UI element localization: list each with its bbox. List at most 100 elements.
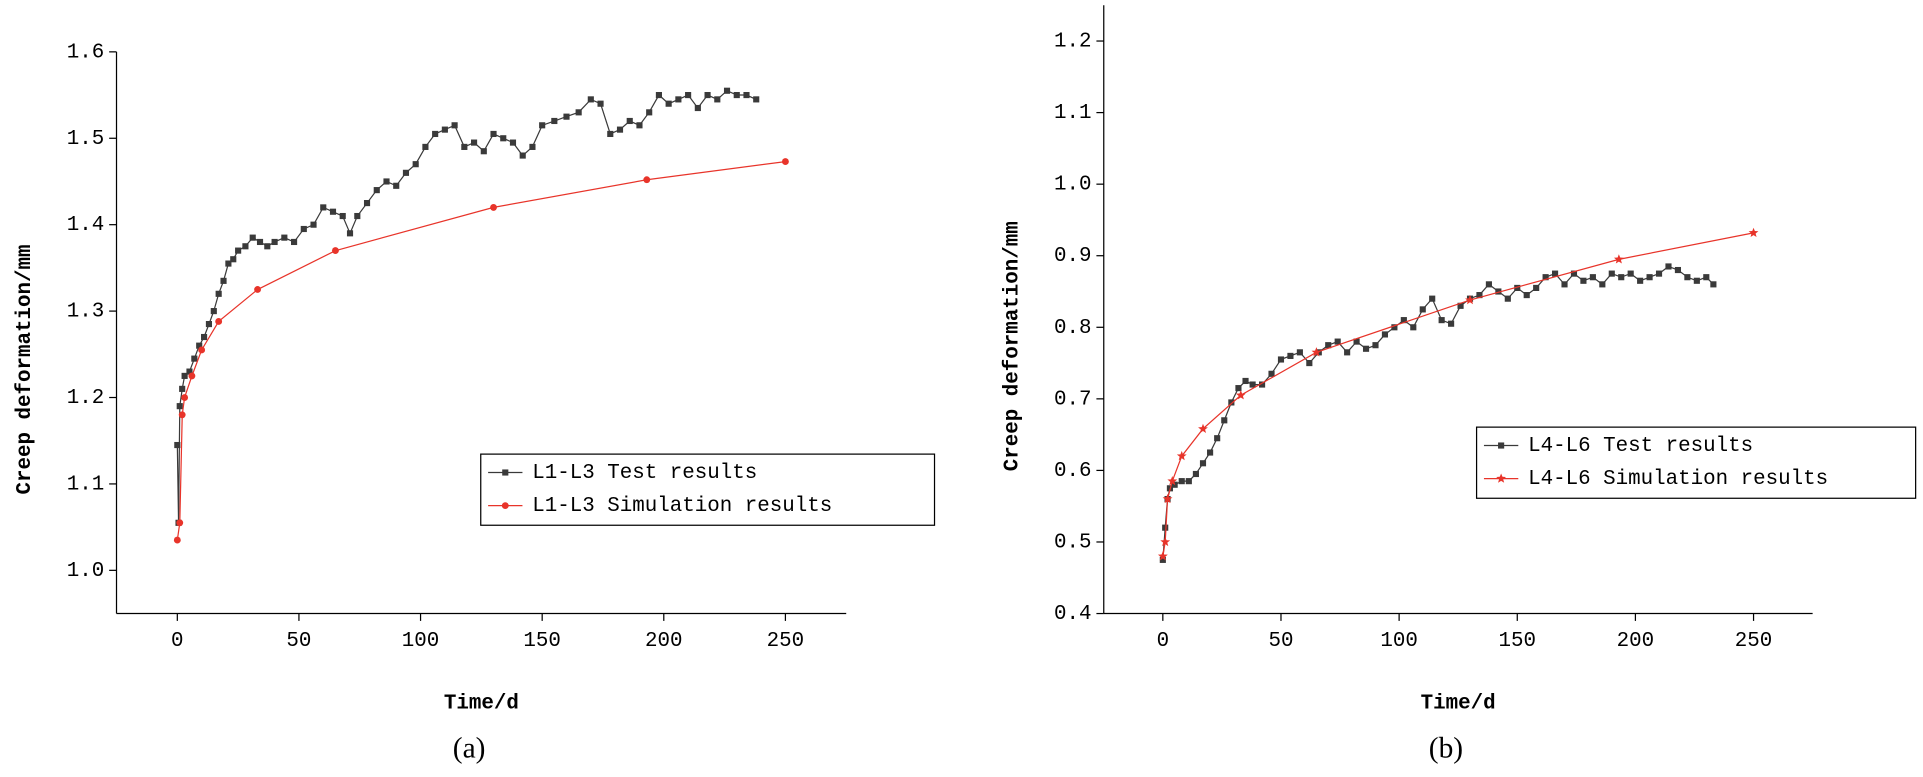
marker bbox=[354, 212, 361, 220]
marker bbox=[1655, 270, 1663, 277]
chart: 0.4 0.5 0.6 0.7 0.8 0.9 1.0 1.1 1.2 0 50 100 150 200 2… bbox=[1001, 5, 1917, 765]
series-line bbox=[176, 161, 786, 541]
marker bbox=[1268, 370, 1275, 377]
legend-box bbox=[1475, 426, 1917, 499]
legend-label: L1-L3 Simulation results bbox=[532, 495, 832, 518]
legend-box bbox=[480, 453, 936, 526]
x-axis-title: Time/d bbox=[1421, 693, 1496, 716]
marker bbox=[271, 238, 278, 246]
y-tick-label: 0.5 bbox=[1054, 531, 1092, 554]
x-axis-title: Time/d bbox=[444, 693, 519, 716]
marker bbox=[1221, 417, 1228, 424]
marker bbox=[490, 130, 497, 138]
marker bbox=[1287, 352, 1294, 359]
marker bbox=[1457, 302, 1464, 309]
marker bbox=[173, 536, 181, 544]
marker bbox=[1242, 377, 1249, 385]
marker bbox=[1589, 274, 1596, 281]
marker bbox=[675, 96, 682, 103]
y-tick-label: 0.6 bbox=[1054, 460, 1092, 483]
marker bbox=[1162, 493, 1173, 504]
marker bbox=[1495, 288, 1502, 295]
y-axis-title: Creep deformation/mm bbox=[14, 244, 37, 494]
marker bbox=[1618, 274, 1625, 281]
marker bbox=[1438, 317, 1445, 324]
y-tick-label: 1.6 bbox=[67, 41, 105, 64]
series-line bbox=[176, 90, 757, 523]
marker bbox=[1249, 381, 1256, 388]
marker bbox=[422, 143, 429, 150]
y-tick-label: 1.1 bbox=[1054, 102, 1092, 125]
marker bbox=[1419, 306, 1426, 313]
caption: (a) bbox=[453, 733, 486, 765]
marker bbox=[1570, 270, 1578, 277]
marker bbox=[665, 100, 672, 107]
x-tick-label: 250 bbox=[767, 630, 805, 653]
marker bbox=[220, 277, 227, 284]
x-tick-label: 50 bbox=[286, 630, 311, 653]
legend: L4-L6 Test results L4-L6 Simulation resul… bbox=[1475, 426, 1917, 499]
y-tick-label: 1.1 bbox=[67, 473, 105, 496]
marker bbox=[215, 290, 222, 297]
marker bbox=[563, 113, 570, 120]
marker bbox=[1325, 342, 1332, 349]
marker bbox=[643, 176, 651, 184]
marker bbox=[1306, 360, 1313, 367]
marker bbox=[242, 243, 249, 250]
marker bbox=[256, 238, 264, 246]
legend-label: L1-L3 Test results bbox=[532, 462, 757, 485]
marker bbox=[655, 91, 662, 99]
marker bbox=[1178, 478, 1185, 485]
marker bbox=[519, 152, 526, 159]
marker bbox=[373, 187, 380, 194]
marker bbox=[291, 238, 298, 246]
marker bbox=[626, 117, 633, 125]
marker bbox=[1613, 254, 1624, 264]
marker bbox=[1693, 277, 1700, 284]
marker bbox=[179, 385, 186, 392]
marker bbox=[1235, 385, 1242, 392]
legend: L1-L3 Test results L1-L3 Simulation resul… bbox=[480, 453, 936, 526]
marker bbox=[1496, 473, 1507, 483]
marker bbox=[575, 109, 582, 116]
caption: (b) bbox=[1429, 733, 1463, 765]
marker bbox=[264, 243, 271, 250]
marker bbox=[1665, 263, 1672, 270]
x-tick-label: 250 bbox=[1735, 630, 1773, 653]
marker bbox=[597, 100, 604, 107]
marker bbox=[616, 126, 624, 133]
marker bbox=[1646, 274, 1653, 281]
marker bbox=[551, 117, 558, 125]
marker bbox=[490, 203, 497, 211]
marker bbox=[704, 91, 711, 99]
marker bbox=[1533, 284, 1540, 291]
marker bbox=[1485, 281, 1492, 288]
marker bbox=[1627, 270, 1634, 277]
marker bbox=[174, 441, 181, 449]
marker bbox=[500, 135, 507, 142]
marker bbox=[1228, 399, 1235, 406]
marker bbox=[1476, 292, 1483, 299]
marker bbox=[176, 519, 184, 527]
x-tick-label: 50 bbox=[1268, 630, 1293, 653]
marker bbox=[1192, 470, 1199, 478]
marker bbox=[310, 221, 317, 228]
marker bbox=[461, 143, 468, 150]
marker bbox=[402, 169, 410, 176]
marker bbox=[781, 158, 789, 166]
marker bbox=[694, 104, 701, 112]
marker bbox=[346, 230, 354, 237]
marker bbox=[1311, 347, 1322, 357]
marker bbox=[1523, 292, 1530, 299]
x-tick-label: 150 bbox=[1499, 630, 1537, 653]
marker bbox=[393, 182, 400, 189]
marker bbox=[198, 346, 206, 354]
x-tick-label: 150 bbox=[523, 630, 560, 653]
marker bbox=[480, 148, 487, 155]
marker bbox=[191, 355, 198, 362]
marker bbox=[1608, 270, 1615, 277]
marker bbox=[1198, 423, 1208, 434]
marker bbox=[1599, 281, 1606, 288]
